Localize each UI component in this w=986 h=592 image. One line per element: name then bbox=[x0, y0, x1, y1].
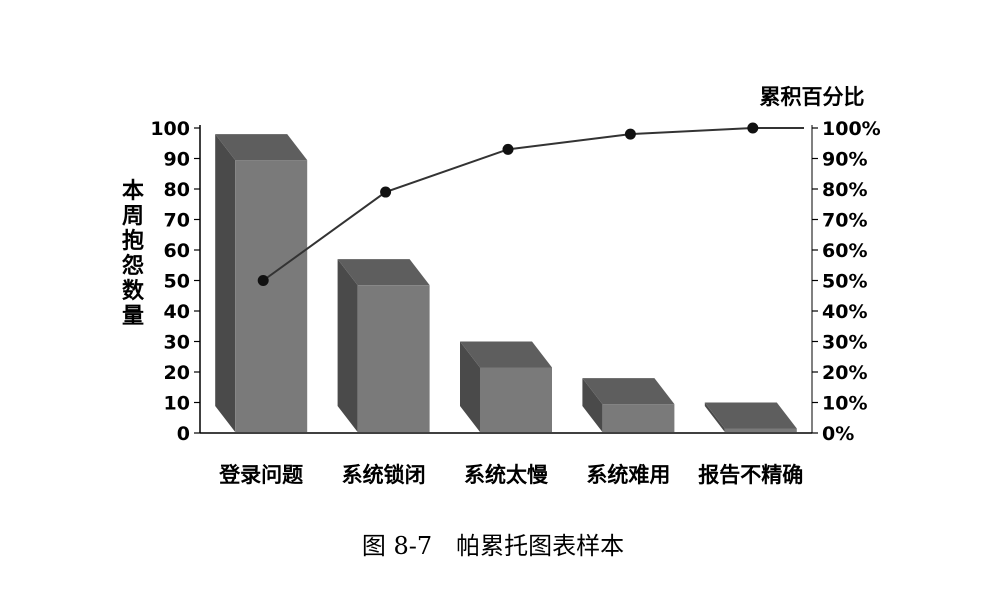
left-tick-label: 10 bbox=[164, 393, 190, 415]
category-label: 系统难用 bbox=[586, 463, 670, 487]
figure-caption: 图 8-7 帕累托图表样本 bbox=[362, 532, 624, 560]
bar-side-face bbox=[215, 134, 236, 432]
y2-axis-label: 累积百分比 bbox=[760, 85, 865, 109]
right-tick-label: 30% bbox=[822, 332, 867, 354]
left-tick-label: 70 bbox=[164, 210, 190, 232]
cumulative-point bbox=[380, 186, 392, 198]
left-tick-label: 40 bbox=[164, 301, 190, 323]
left-tick-label: 0 bbox=[177, 423, 190, 445]
cumulative-point bbox=[624, 128, 636, 140]
right-axis-ticks: 0% 10% 20% 30% 40% 50% 60% 70% 80% 90% 100% bbox=[812, 118, 881, 445]
cumulative-line-path bbox=[262, 127, 804, 282]
left-tick-label: 20 bbox=[164, 362, 190, 384]
category-label: 系统太慢 bbox=[464, 463, 549, 487]
bar bbox=[704, 402, 797, 432]
cumulative-line bbox=[257, 122, 804, 286]
left-tick-label: 80 bbox=[164, 179, 190, 201]
right-tick-label: 70% bbox=[822, 210, 867, 232]
left-tick-label: 30 bbox=[164, 332, 190, 354]
right-tick-label: 20% bbox=[822, 362, 867, 384]
category-label: 报告不精确 bbox=[698, 463, 803, 487]
bar-front-face bbox=[602, 404, 675, 432]
bar-top-face bbox=[337, 259, 430, 286]
bar bbox=[337, 259, 430, 432]
bar-front-face bbox=[724, 428, 797, 432]
right-tick-label: 60% bbox=[822, 240, 867, 262]
right-tick-label: 90% bbox=[822, 149, 867, 171]
bar bbox=[582, 378, 675, 432]
right-tick-label: 100% bbox=[822, 118, 881, 140]
category-labels: 登录问题 系统锁闭 系统太慢 系统难用 报告不精确 bbox=[218, 463, 803, 487]
bar bbox=[215, 134, 308, 432]
bar-side-face bbox=[337, 259, 358, 432]
category-label: 登录问题 bbox=[218, 463, 304, 487]
plot-area: 0 10 20 30 40 50 60 70 80 90 100 0% 10% 20% 30% 40% 50%… bbox=[150, 118, 880, 487]
left-tick-label: 100 bbox=[150, 118, 190, 140]
bar-top-face bbox=[582, 378, 675, 405]
right-tick-label: 0% bbox=[822, 423, 854, 445]
right-tick-label: 40% bbox=[822, 301, 867, 323]
category-label: 系统锁闭 bbox=[342, 463, 426, 487]
y-axis-label: 本周抱怨数量 bbox=[122, 179, 145, 329]
right-tick-label: 50% bbox=[822, 271, 867, 293]
left-axis-ticks: 0 10 20 30 40 50 60 70 80 90 100 bbox=[150, 118, 200, 445]
bars bbox=[215, 134, 797, 432]
bar bbox=[460, 341, 552, 432]
right-tick-label: 80% bbox=[822, 179, 867, 201]
bar-top-face bbox=[460, 341, 552, 368]
bar-front-face bbox=[480, 367, 552, 432]
cumulative-point bbox=[747, 122, 759, 134]
cumulative-point bbox=[257, 275, 269, 286]
bar-top-face bbox=[215, 134, 308, 161]
right-tick-label: 10% bbox=[822, 393, 867, 415]
left-tick-label: 60 bbox=[164, 240, 190, 262]
cumulative-point bbox=[502, 143, 514, 155]
bar-side-face bbox=[582, 378, 603, 432]
bar-front-face bbox=[357, 285, 430, 432]
bar-side-face bbox=[704, 402, 725, 432]
bar-side-face bbox=[460, 341, 480, 432]
left-tick-label: 90 bbox=[164, 149, 190, 171]
left-tick-label: 50 bbox=[164, 271, 190, 293]
bar-front-face bbox=[235, 160, 308, 432]
bar-top-face bbox=[704, 402, 797, 429]
